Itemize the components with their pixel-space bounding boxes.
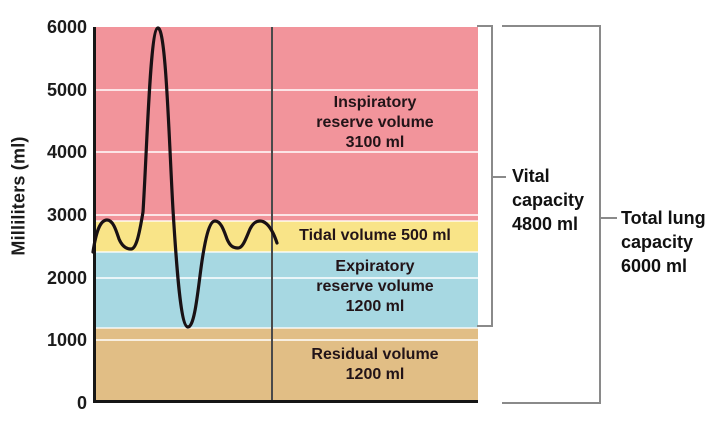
label-line: Total lung <box>621 208 706 228</box>
label-line: Residual volume <box>311 346 439 363</box>
y-axis-tick-6000: 6000 <box>46 17 87 37</box>
boundary-1200ml <box>96 327 478 329</box>
label-line: Tidal volume 500 ml <box>299 227 451 244</box>
boundary-2400ml <box>96 251 478 253</box>
y-axis-tick-4000: 4000 <box>46 142 87 162</box>
gridline-3000 <box>96 214 478 216</box>
label-line: 4800 ml <box>512 214 579 234</box>
label-line: capacity <box>621 232 694 252</box>
label-inspiratory-reserve-volume: Inspiratory reserve volume 3100 ml <box>272 93 478 153</box>
label-line: 6000 ml <box>621 256 688 276</box>
gridline-1000 <box>96 339 478 341</box>
vital-capacity-bracket <box>477 25 506 327</box>
label-line: reserve volume <box>316 278 434 295</box>
gridline-4000 <box>96 151 478 153</box>
label-vital-capacity: Vital capacity 4800 ml <box>512 164 584 236</box>
y-axis-tick-2000: 2000 <box>46 268 87 288</box>
label-line: capacity <box>512 190 585 210</box>
label-line: 1200 ml <box>345 366 405 383</box>
label-expiratory-reserve-volume: Expiratory reserve volume 1200 ml <box>272 257 478 317</box>
label-line: 1200 ml <box>345 298 405 315</box>
y-axis-title: Milliliters (ml) <box>8 136 29 256</box>
label-line: Inspiratory <box>333 94 417 111</box>
y-axis-tick-0: 0 <box>76 393 87 413</box>
label-line: Expiratory <box>335 258 415 275</box>
label-line: Vital <box>512 166 550 186</box>
y-axis-tick-1000: 1000 <box>46 330 87 350</box>
label-tidal-volume: Tidal volume 500 ml <box>272 226 478 246</box>
label-total-lung-capacity: Total lung capacity 6000 ml <box>621 206 706 278</box>
gridline-5000 <box>96 89 478 91</box>
plot-area: Inspiratory reserve volume 3100 ml Tidal… <box>93 27 478 403</box>
label-residual-volume: Residual volume 1200 ml <box>272 345 478 385</box>
gridline-2000 <box>96 277 478 279</box>
label-line: reserve volume <box>316 114 434 131</box>
boundary-2900ml <box>96 220 478 222</box>
label-line: 3100 ml <box>345 134 405 151</box>
y-axis-tick-3000: 3000 <box>46 205 87 225</box>
y-axis-tick-5000: 5000 <box>46 80 87 100</box>
